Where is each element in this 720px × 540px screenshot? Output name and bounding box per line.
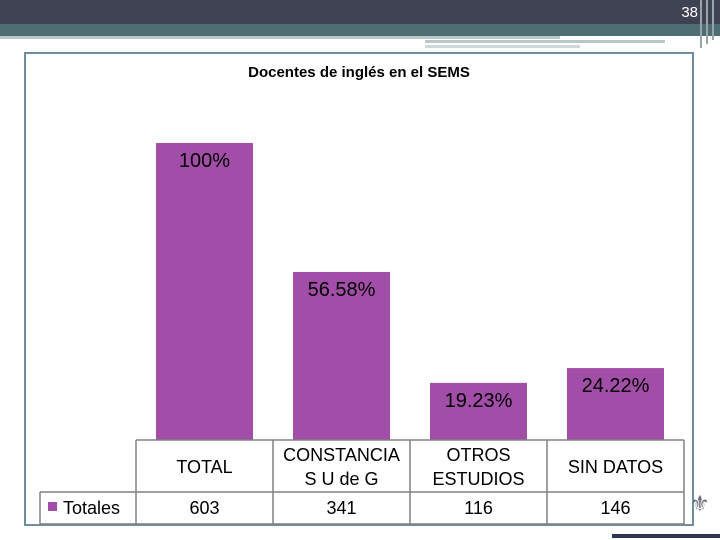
bar-3 bbox=[567, 368, 664, 440]
bar-2 bbox=[430, 382, 527, 440]
table-value-1: 341 bbox=[326, 498, 356, 518]
decor-line bbox=[700, 0, 702, 48]
slide-header-stripe bbox=[0, 24, 720, 36]
slide-decor-stripe bbox=[425, 45, 580, 48]
bar-0 bbox=[156, 143, 253, 440]
decor-line bbox=[706, 0, 708, 44]
university-logo-icon: ⚜ bbox=[690, 492, 710, 517]
table-value-3: 146 bbox=[600, 498, 630, 518]
category-label: ESTUDIOS bbox=[432, 469, 524, 489]
chart-title: Docentes de inglés en el SEMS bbox=[248, 64, 470, 81]
category-label: S U de G bbox=[304, 469, 378, 489]
legend-key bbox=[48, 502, 57, 511]
data-label-3: 24.22% bbox=[582, 375, 650, 397]
category-label: SIN DATOS bbox=[568, 457, 663, 477]
slide-decor-stripe bbox=[0, 36, 560, 39]
category-label: CONSTANCIA bbox=[283, 445, 400, 465]
data-label-1: 56.58% bbox=[308, 279, 376, 301]
data-label-2: 19.23% bbox=[445, 390, 513, 412]
slide-footer-bar bbox=[612, 534, 720, 538]
slide-decor-stripe bbox=[425, 40, 665, 43]
table-value-0: 603 bbox=[189, 498, 219, 518]
decor-line bbox=[712, 0, 714, 40]
bar-1 bbox=[293, 271, 390, 440]
category-label: OTROS bbox=[446, 445, 510, 465]
slide-header-bar bbox=[0, 0, 720, 24]
page-number: 38 bbox=[681, 4, 698, 21]
category-label: TOTAL bbox=[176, 457, 232, 477]
table-value-2: 116 bbox=[464, 498, 493, 518]
data-label-0: 100% bbox=[179, 150, 230, 172]
legend-series-name: Totales bbox=[63, 498, 120, 518]
